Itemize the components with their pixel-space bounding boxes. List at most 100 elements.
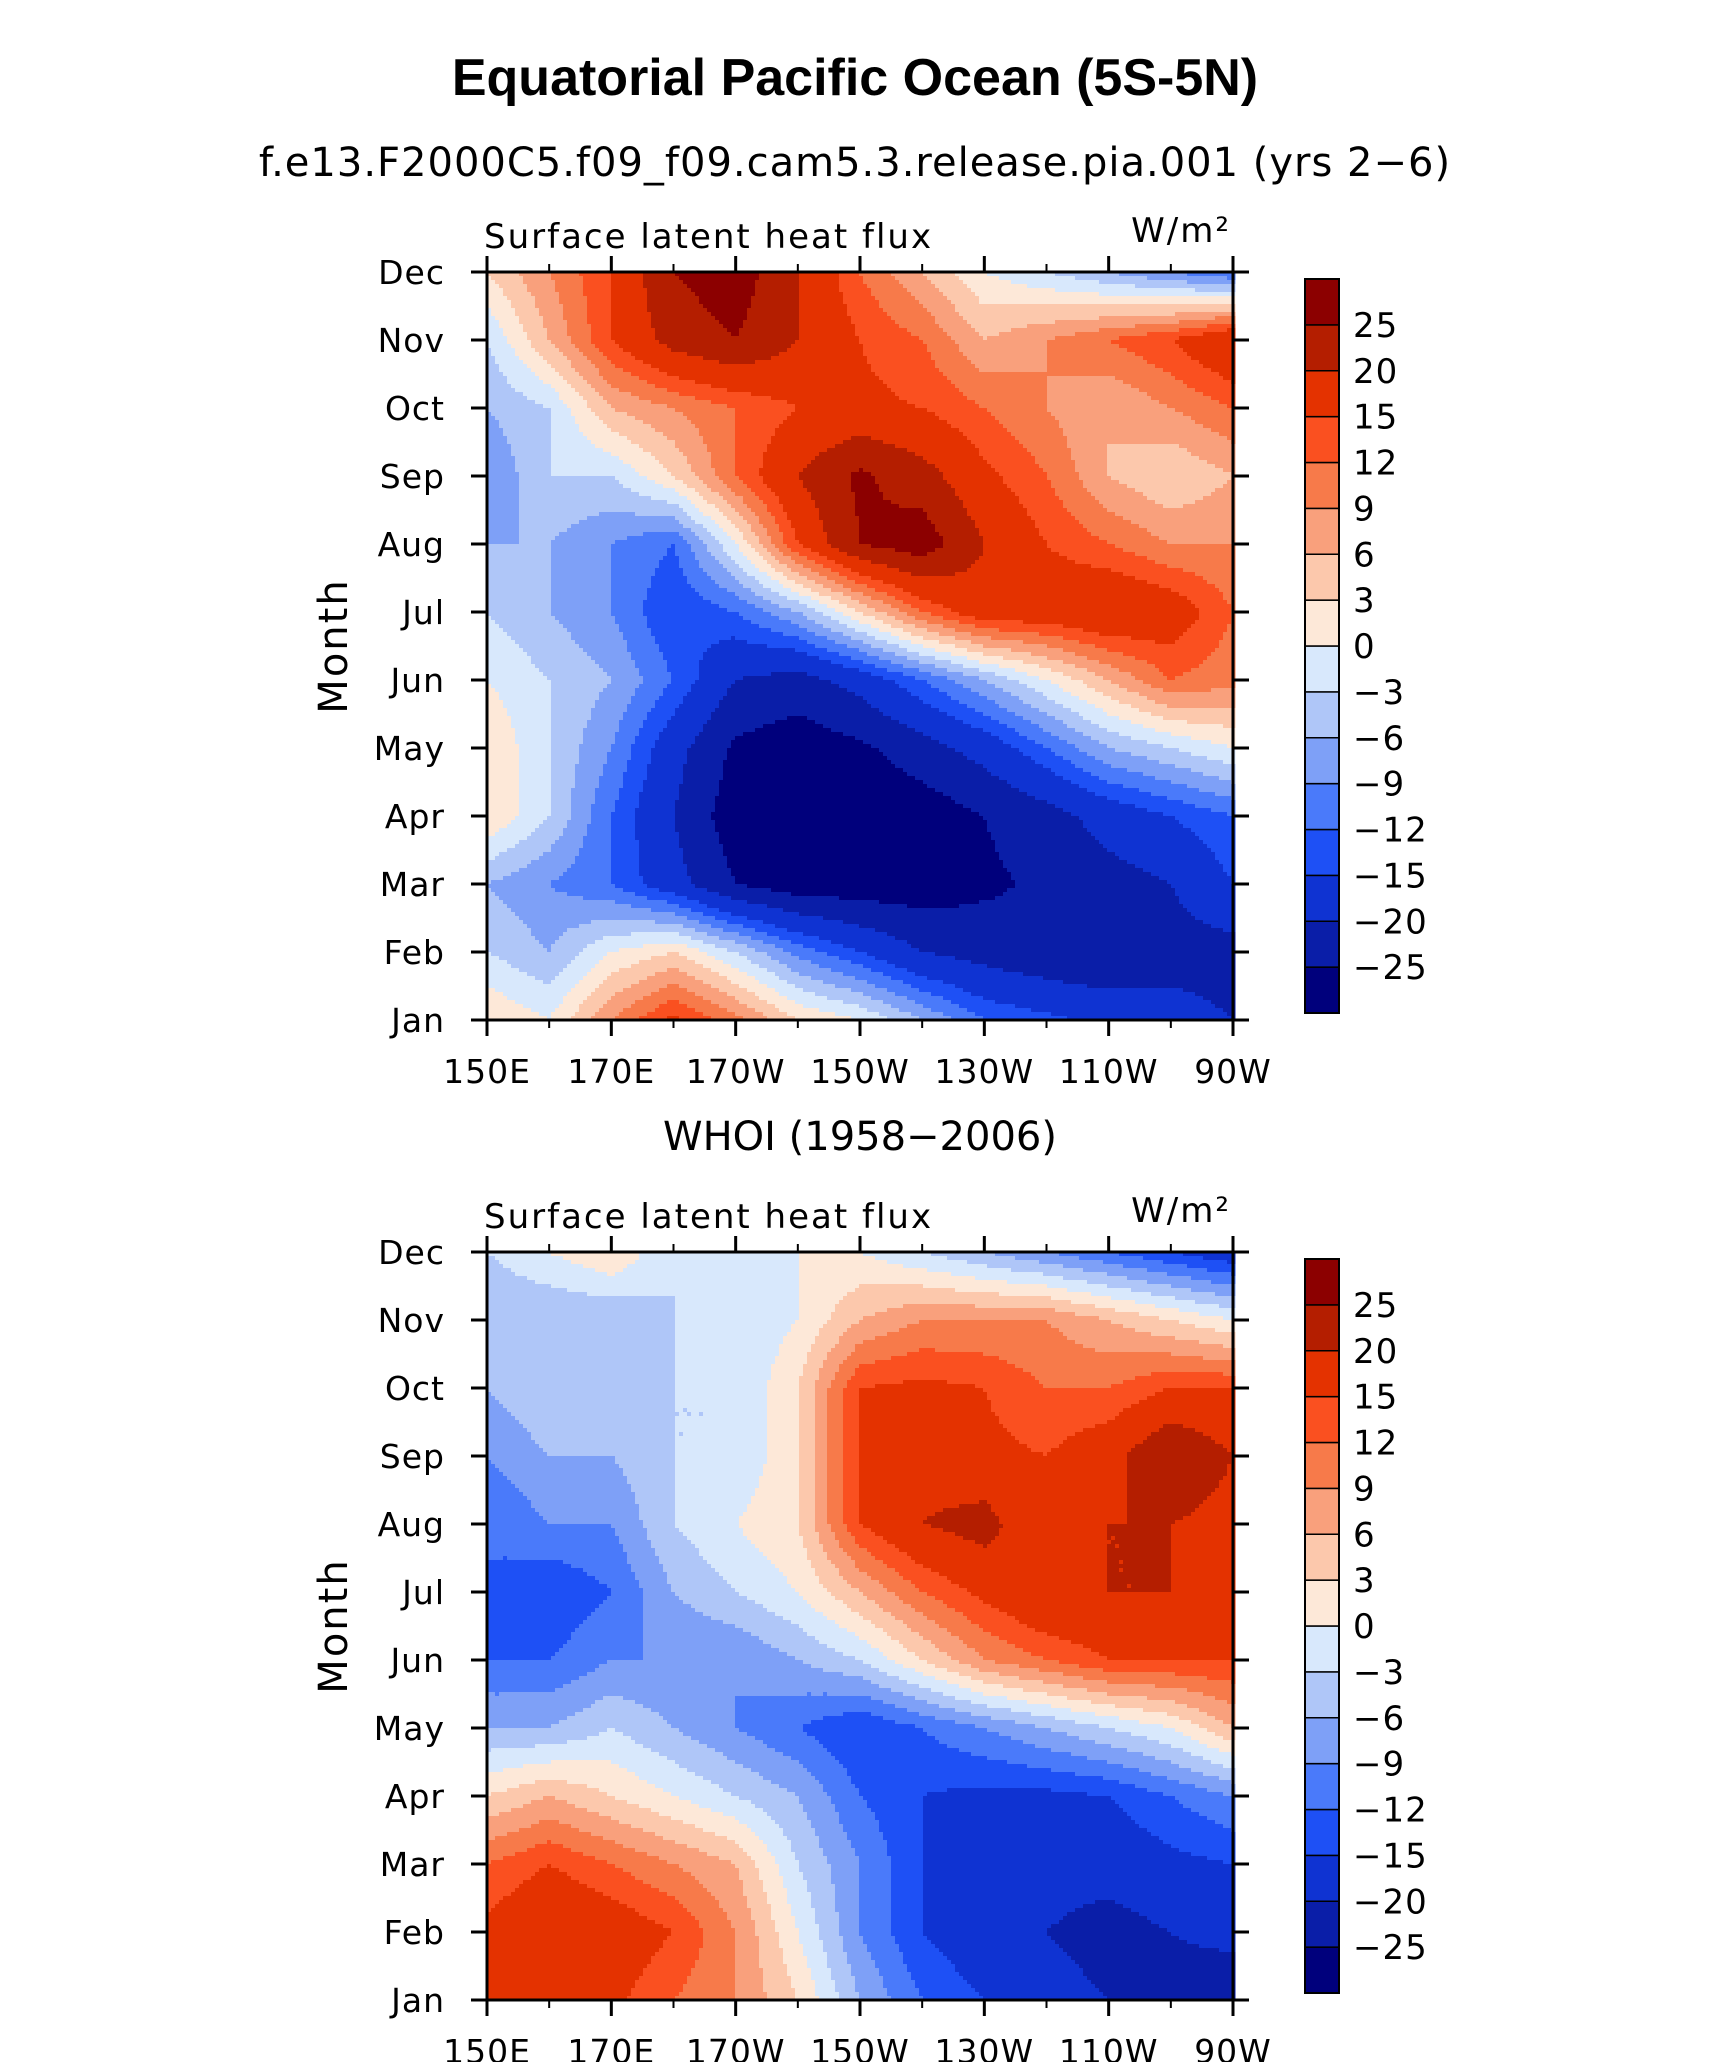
heatmap-cell [947,320,952,325]
heatmap-cell [1107,300,1112,305]
heatmap-cell [503,292,508,297]
heatmap-cell [759,312,764,317]
heatmap-cell [1191,316,1196,321]
heatmap-cell [619,312,624,317]
heatmap-cell [715,288,720,293]
heatmap-cell [1139,276,1144,281]
heatmap-cell [755,324,760,329]
heatmap-cell [1011,284,1016,289]
heatmap-cell [611,316,616,321]
heatmap-cell [883,296,888,301]
heatmap-cell [603,280,608,285]
heatmap-cell [1051,304,1056,309]
heatmap-cell [999,284,1004,289]
heatmap-cell [1203,308,1208,313]
heatmap-cell [671,312,676,317]
heatmap-cell [1047,300,1052,305]
heatmap-cell [1123,284,1128,289]
heatmap-cell [843,304,848,309]
heatmap-cell [787,280,792,285]
heatmap-cell [1215,280,1220,285]
heatmap-cell [1111,276,1116,281]
heatmap-cell [519,308,524,313]
heatmap-cell [511,316,516,321]
heatmap-cell [1123,304,1128,309]
heatmap-cell [635,284,640,289]
heatmap-cell [903,316,908,321]
heatmap-cell [947,296,952,301]
heatmap-cell [663,308,668,313]
heatmap-cell [503,300,508,305]
heatmap-cell [495,312,500,317]
heatmap-cell [1035,292,1040,297]
heatmap-cell [903,280,908,285]
heatmap-cell [751,296,756,301]
heatmap-cell [1059,300,1064,305]
heatmap-cell [1151,292,1156,297]
heatmap-cell [883,304,888,309]
heatmap-cell [1163,320,1168,325]
heatmap-cell [767,304,772,309]
heatmap-cell [615,296,620,301]
heatmap-cell [891,320,896,325]
heatmap-cell [499,316,504,321]
heatmap-cell [919,316,924,321]
heatmap-cell [651,288,656,293]
heatmap-cell [575,320,580,325]
heatmap-cell [843,300,848,305]
heatmap-cell [1071,300,1076,305]
heatmap-cell [691,296,696,301]
heatmap-cell [767,312,772,317]
heatmap-cell [543,324,548,329]
heatmap-cell [795,300,800,305]
heatmap-cell [1091,312,1096,317]
heatmap-cell [659,312,664,317]
heatmap-cell [1019,292,1024,297]
heatmap-cell [763,276,768,281]
heatmap-cell [1135,296,1140,301]
heatmap-cell [751,276,756,281]
heatmap-cell [1171,300,1176,305]
heatmap-cell [1203,284,1208,289]
heatmap-cell [707,292,712,297]
heatmap-cell [1115,312,1120,317]
heatmap-cell [743,312,748,317]
heatmap-cell [875,280,880,285]
heatmap-cell [1031,316,1036,321]
heatmap-cell [795,312,800,317]
heatmap-cell [1139,284,1144,289]
heatmap-cell [1015,276,1020,281]
heatmap-cell [919,280,924,285]
heatmap-cell [1159,288,1164,293]
heatmap-cell [1023,308,1028,313]
heatmap-cell [523,324,528,329]
heatmap-cell [875,284,880,289]
heatmap-cell [675,288,680,293]
heatmap-cell [1179,280,1184,285]
heatmap-cell [555,280,560,285]
heatmap-cell [991,284,996,289]
heatmap-cell [895,288,900,293]
heatmap-cell [819,300,824,305]
heatmap-cell [687,292,692,297]
heatmap-cell [1143,316,1148,321]
heatmap-cell [627,292,632,297]
heatmap-cell [575,300,580,305]
heatmap-cell [1091,284,1096,289]
heatmap-cell [1111,280,1116,285]
heatmap-cell [1151,288,1156,293]
heatmap-cell [915,276,920,281]
heatmap-cell [855,276,860,281]
heatmap-cell [535,308,540,313]
heatmap-cell [703,300,708,305]
heatmap-cell [1063,284,1068,289]
heatmap-cell [811,316,816,321]
heatmap-cell [799,280,804,285]
heatmap-cell [703,284,708,289]
heatmap-cell [847,296,852,301]
heatmap-cell [767,300,772,305]
heatmap-cell [631,296,636,301]
heatmap-cell [711,276,716,281]
heatmap-cell [1207,292,1212,297]
heatmap-cell [571,276,576,281]
